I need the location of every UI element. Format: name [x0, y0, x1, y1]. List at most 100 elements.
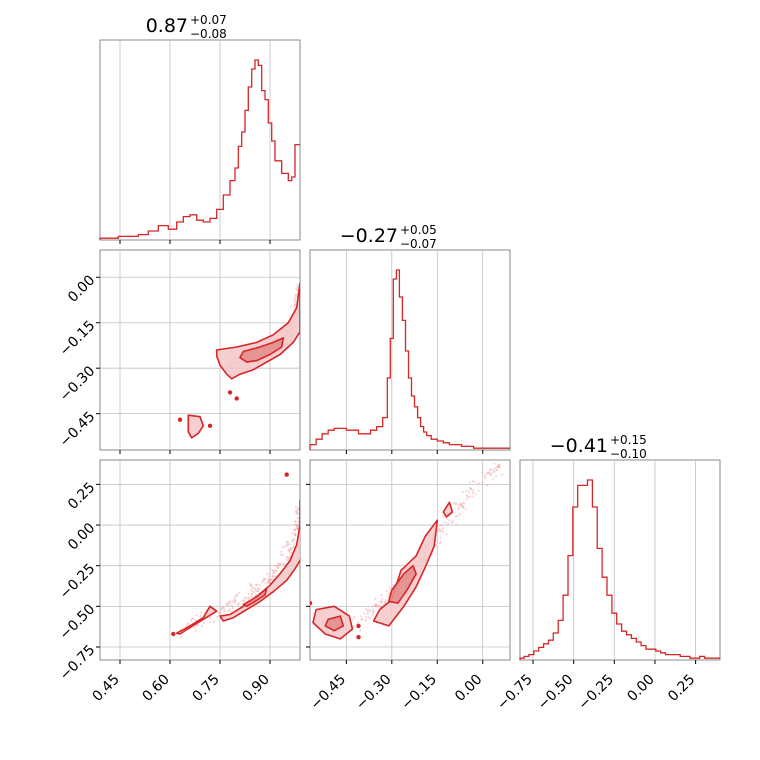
sample-point	[199, 614, 202, 617]
sample-point	[269, 578, 272, 582]
sample-point	[366, 610, 369, 613]
sample-point	[300, 511, 302, 513]
sample-point	[228, 602, 232, 605]
sample-point	[493, 467, 496, 470]
y-tick-label: −0.15	[57, 318, 99, 360]
sample-point	[295, 525, 299, 528]
sample-point	[387, 593, 390, 596]
sample-point	[294, 509, 298, 512]
sample-point	[359, 615, 363, 618]
sample-point	[296, 524, 300, 527]
sample-point	[303, 296, 305, 298]
sample-point	[498, 466, 501, 469]
sample-point	[363, 612, 366, 615]
sample-point	[293, 533, 297, 536]
sample-point	[281, 553, 284, 557]
y-tick-label: 0.00	[65, 272, 98, 305]
x-tick-label: 0.25	[665, 672, 698, 705]
sample-point	[293, 528, 296, 531]
sample-point	[265, 573, 268, 576]
sample-point	[264, 582, 267, 585]
title-value: −0.27	[340, 225, 398, 247]
axes-frame	[99, 249, 301, 451]
sample-point	[283, 562, 286, 565]
sample-point	[305, 498, 307, 500]
sample-point	[289, 551, 292, 554]
sample-point	[222, 606, 225, 609]
sample-point	[279, 562, 282, 566]
sample-point	[461, 505, 465, 508]
title-value: −0.41	[550, 435, 608, 457]
sample-point	[227, 609, 230, 613]
sample-point	[378, 600, 381, 604]
sample-point	[257, 587, 260, 590]
sample-point	[191, 617, 194, 620]
sample-point	[461, 505, 464, 509]
sample-point	[364, 615, 367, 618]
sample-point	[288, 555, 291, 559]
sample-point	[249, 585, 253, 588]
contour-outer	[215, 282, 300, 380]
sample-point	[288, 548, 291, 551]
sample-point	[374, 603, 378, 606]
sample-point	[304, 506, 306, 508]
sample-point	[366, 612, 369, 615]
sample-point	[234, 595, 237, 598]
x-tick-label: −0.75	[494, 672, 536, 714]
contour-islet	[284, 472, 289, 477]
y-tick-label: −0.30	[57, 363, 99, 405]
sample-point	[294, 298, 297, 301]
scatter-contour-0	[177, 282, 305, 439]
sample-point	[465, 498, 468, 501]
sample-point	[302, 497, 304, 499]
axes-frame	[99, 39, 301, 241]
sample-point	[380, 600, 383, 603]
title-upper-error: +0.15	[610, 433, 647, 447]
sample-point	[194, 619, 197, 622]
sample-point	[367, 616, 370, 619]
sample-point	[233, 601, 237, 604]
sample-point	[489, 468, 492, 471]
sample-point	[258, 584, 261, 587]
sample-point	[250, 595, 253, 599]
y-tick-label: −0.75	[57, 642, 99, 684]
contour-inner	[388, 564, 417, 604]
sample-point	[444, 521, 447, 524]
sample-point	[294, 303, 297, 306]
sample-point	[471, 495, 474, 498]
sample-point	[388, 586, 391, 589]
sample-point	[268, 572, 271, 575]
sample-point	[484, 477, 487, 480]
sample-point	[458, 506, 461, 509]
sample-point	[375, 605, 378, 608]
sample-point	[243, 598, 246, 601]
sample-point	[295, 527, 298, 530]
sample-point	[200, 624, 204, 628]
sample-point	[255, 593, 258, 596]
sample-point	[267, 582, 271, 585]
axes-frame	[309, 459, 511, 661]
sample-point	[228, 608, 232, 611]
sample-point	[290, 551, 293, 554]
sample-point	[459, 512, 462, 516]
sample-point	[445, 533, 448, 536]
sample-point	[289, 549, 292, 552]
histogram-1	[309, 269, 510, 450]
sample-point	[374, 597, 377, 601]
x-tick-label: 0.60	[139, 672, 172, 705]
sample-point	[300, 514, 302, 516]
sample-point	[473, 480, 476, 484]
scatter-contour-2	[310, 462, 504, 640]
sample-point	[286, 540, 289, 543]
sample-point	[301, 284, 303, 286]
sample-point	[223, 609, 226, 613]
sample-point	[294, 296, 297, 299]
sample-point	[384, 600, 387, 603]
sample-point	[448, 519, 451, 522]
sample-point	[460, 504, 463, 507]
sample-point	[289, 547, 292, 550]
sample-point	[286, 555, 289, 559]
sample-point	[249, 583, 252, 586]
sample-point	[276, 565, 279, 568]
sample-point	[216, 615, 219, 619]
